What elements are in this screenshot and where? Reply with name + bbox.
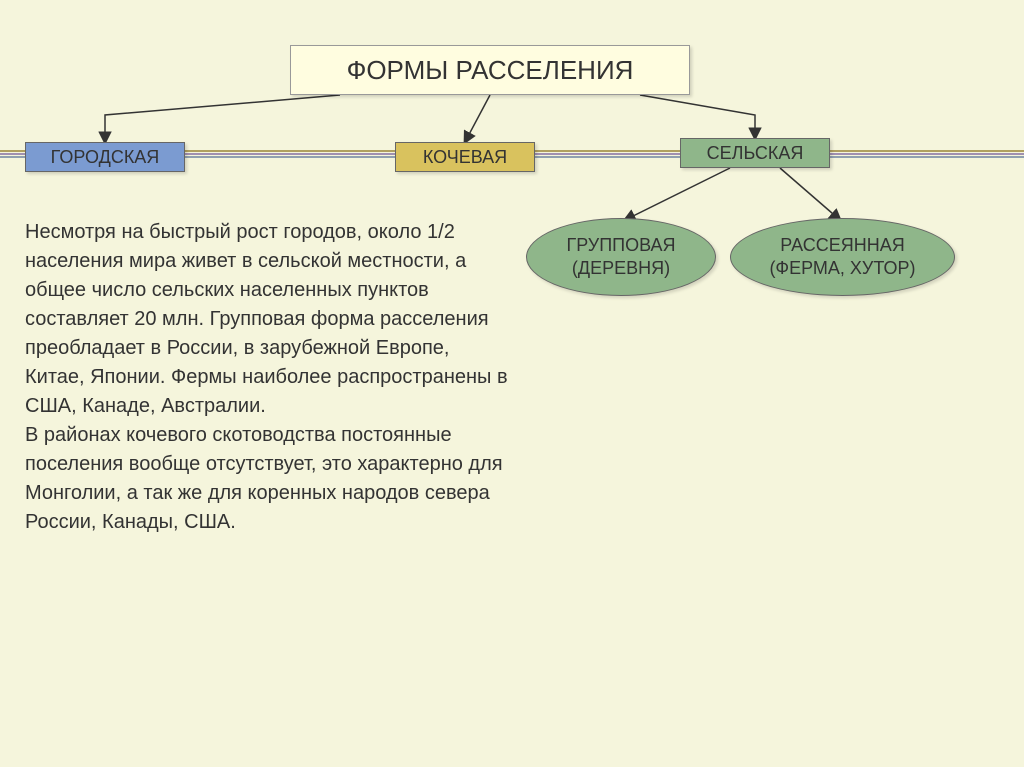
rural-sub-group: ГРУППОВАЯ (ДЕРЕВНЯ): [526, 218, 716, 296]
category-urban: ГОРОДСКАЯ: [25, 142, 185, 172]
rural-sub-scattered-line2: (ФЕРМА, ХУТОР): [769, 257, 915, 280]
rural-sub-group-line1: ГРУППОВАЯ: [566, 234, 675, 257]
category-nomadic-label: КОЧЕВАЯ: [423, 147, 507, 168]
body-text: Несмотря на быстрый рост городов, около …: [25, 218, 510, 537]
category-rural: СЕЛЬСКАЯ: [680, 138, 830, 168]
title-text: ФОРМЫ РАССЕЛЕНИЯ: [347, 55, 634, 86]
category-rural-label: СЕЛЬСКАЯ: [707, 143, 804, 164]
title-box: ФОРМЫ РАССЕЛЕНИЯ: [290, 45, 690, 95]
rural-sub-group-line2: (ДЕРЕВНЯ): [572, 257, 670, 280]
rural-sub-scattered: РАССЕЯННАЯ (ФЕРМА, ХУТОР): [730, 218, 955, 296]
category-nomadic: КОЧЕВАЯ: [395, 142, 535, 172]
rural-sub-scattered-line1: РАССЕЯННАЯ: [780, 234, 904, 257]
category-urban-label: ГОРОДСКАЯ: [51, 147, 160, 168]
